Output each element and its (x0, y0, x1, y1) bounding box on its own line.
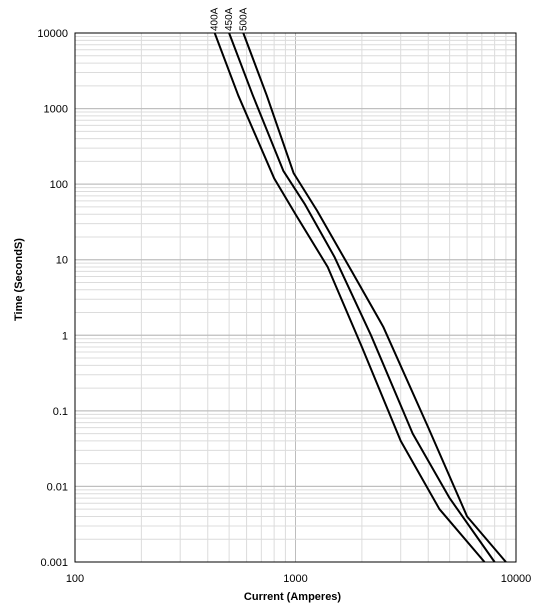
curve-label: 400A (210, 7, 221, 31)
curve-450a (228, 32, 496, 563)
curve-labels: 400A 450A 500A (210, 7, 250, 31)
curve-label: 450A (224, 7, 235, 31)
y-tick-label: 0.01 (47, 481, 68, 493)
y-axis-title: Time (SecondS) (13, 238, 25, 321)
y-tick-label: 10 (56, 255, 68, 267)
y-tick-label: 0.1 (53, 406, 68, 418)
grid (74, 32, 517, 563)
y-tick-label: 0.001 (40, 557, 68, 569)
x-tick-label: 1000 (283, 573, 307, 585)
y-tick-label: 100 (50, 179, 68, 191)
x-tick-label: 100 (66, 573, 84, 585)
x-axis-title: Current (Amperes) (244, 591, 342, 603)
y-tick-label: 10000 (37, 28, 68, 40)
x-tick-labels: 100 1000 10000 (66, 573, 531, 585)
curve-label: 500A (238, 7, 249, 31)
x-tick-label: 10000 (501, 573, 532, 585)
y-tick-label: 1 (62, 330, 68, 342)
y-tick-labels: 0.001 0.01 0.1 1 10 100 1000 10000 (37, 28, 68, 569)
curve-400a (213, 32, 486, 563)
curves (213, 32, 507, 563)
plot-frame (74, 32, 517, 563)
y-tick-label: 1000 (44, 104, 68, 116)
curve-500a (242, 32, 507, 563)
